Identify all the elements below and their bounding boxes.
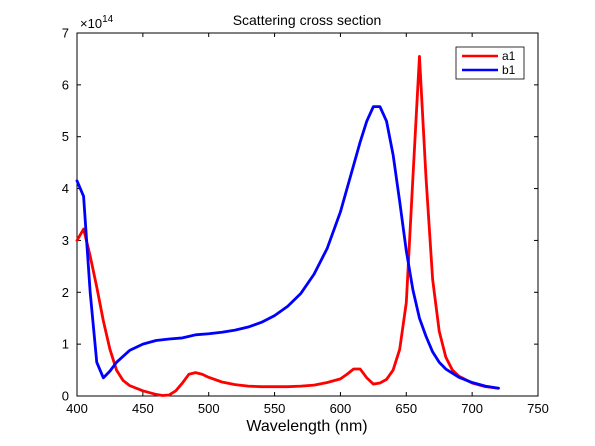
plot-area: [76, 32, 539, 397]
x-axis-label: Wavelength (nm): [246, 418, 367, 435]
y-axis: 0 1 2 3 4 5 6 7: [62, 26, 538, 404]
series-layer: [75, 54, 500, 397]
legend-label-b1: b1: [502, 63, 516, 77]
x-tick-label: 450: [132, 401, 154, 416]
x-tick-label: 400: [66, 401, 88, 416]
x-tick-label: 550: [264, 401, 286, 416]
x-tick-label: 500: [198, 401, 220, 416]
x-tick-label: 650: [395, 401, 417, 416]
y-multiplier-exponent: 14: [102, 14, 114, 25]
y-tick-label: 7: [62, 26, 69, 41]
y-tick-label: 4: [62, 181, 69, 196]
y-axis-multiplier: ×1014: [80, 14, 114, 31]
x-tick-label: 750: [527, 401, 549, 416]
chart-title: Scattering cross section: [233, 12, 382, 28]
y-tick-label: 6: [62, 77, 69, 92]
series-line-b1: [75, 105, 500, 390]
y-tick-label: 3: [62, 233, 69, 248]
x-axis: 400 450 500 550 600 650 700 750: [66, 33, 549, 416]
legend: a1 b1: [455, 46, 525, 80]
x-tick-label: 600: [330, 401, 352, 416]
y-tick-label: 0: [62, 389, 69, 404]
series-line-a1: [75, 54, 500, 397]
y-tick-label: 2: [62, 285, 69, 300]
y-multiplier-base: ×10: [80, 16, 102, 31]
y-tick-label: 1: [62, 337, 69, 352]
y-tick-label: 5: [62, 129, 69, 144]
x-tick-label: 700: [461, 401, 483, 416]
legend-box: [455, 46, 525, 80]
legend-label-a1: a1: [502, 49, 516, 63]
